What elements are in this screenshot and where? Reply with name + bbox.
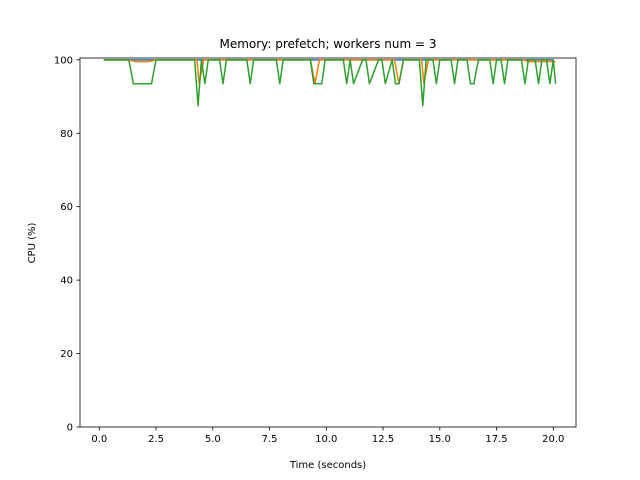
y-tick-label: 80 [60, 129, 73, 140]
x-tick-label: 2.5 [148, 434, 164, 445]
x-tick-label: 17.5 [485, 434, 507, 445]
x-tick-label: 0.0 [91, 434, 107, 445]
y-tick-label: 60 [60, 202, 73, 213]
axes-layer: 0.0 2.5 5.0 7.5 10.0 12.5 15.0 17.5 20.0 0 20 40 60 8… [54, 55, 577, 445]
chart-title: Memory: prefetch; workers num = 3 [219, 37, 436, 51]
y-tick-label: 100 [54, 55, 73, 66]
axes-frame [79, 57, 577, 428]
y-axis-label: CPU (%) [27, 223, 38, 264]
x-tick-label: 15.0 [429, 434, 451, 445]
y-tick-label: 0 [67, 423, 73, 434]
x-tick-label: 10.0 [315, 434, 337, 445]
x-axis-label: Time (seconds) [289, 460, 366, 471]
series-layer [103, 59, 557, 107]
x-tick-label: 5.0 [205, 434, 221, 445]
plot-area [80, 58, 576, 427]
y-tick-label: 40 [60, 276, 73, 287]
series-line-3 [103, 59, 557, 107]
x-tick-label: 7.5 [262, 434, 278, 445]
plot-background [80, 58, 576, 427]
y-tick-label: 20 [60, 349, 73, 360]
series-line-2 [103, 59, 556, 85]
x-tick-label: 20.0 [542, 434, 564, 445]
x-tick-label: 12.5 [372, 434, 394, 445]
